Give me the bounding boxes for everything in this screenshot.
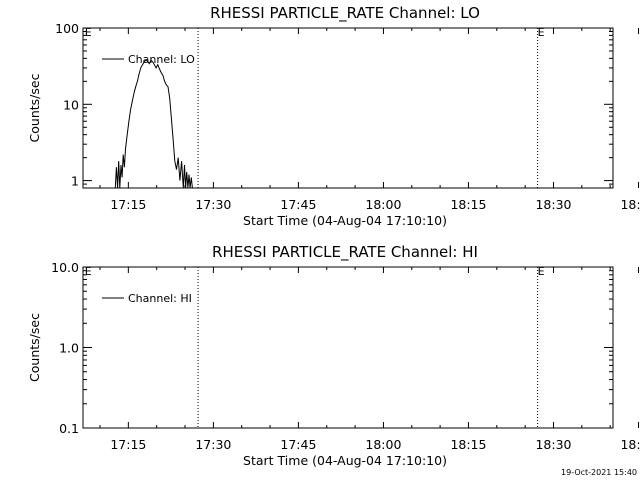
panel-2-x-tick-label: 18:30 (535, 437, 571, 452)
panel-2-y-tick-label: 10.0 (51, 260, 79, 275)
panel-2-x-tick-label: 17:30 (195, 437, 231, 452)
panel-2-event-marker: E (538, 265, 545, 278)
panel-2-x-axis-label: Start Time (04-Aug-04 17:10:10) (243, 453, 447, 468)
footer-timestamp: 19-Oct-2021 15:40 (561, 468, 637, 477)
panel-2-y-tick-label: 1.0 (59, 341, 79, 356)
panel-2-y-tick-label: 0.1 (59, 421, 79, 436)
panel-1-plot-frame (82, 27, 614, 189)
panel-1-x-tick-label: 17:45 (280, 197, 316, 212)
panel-1-title: RHESSI PARTICLE_RATE Channel: LO (210, 4, 480, 23)
panel-1-legend-label: Channel: LO (128, 53, 195, 66)
panel-1-x-tick-label: 17:15 (110, 197, 146, 212)
panel-1-series-line (114, 59, 194, 189)
panel-2-y-axis-label: Counts/sec (27, 313, 42, 382)
panel-1-y-tick-label: 1 (71, 174, 79, 189)
panel-2-x-tick-label: 17:45 (280, 437, 316, 452)
panel-2-title: RHESSI PARTICLE_RATE Channel: HI (212, 243, 478, 262)
panel-2-x-tick-label: 17:15 (110, 437, 146, 452)
panel-2-x-tick-label: 18:45 (620, 437, 640, 452)
panel-2-legend-label: Channel: HI (128, 292, 192, 305)
panel-1-x-tick-label: 18:15 (450, 197, 486, 212)
panel-1-x-tick-label: 18:00 (365, 197, 401, 212)
panel-1-event-marker: E (538, 26, 545, 39)
panel-1-y-axis-label: Counts/sec (27, 73, 42, 142)
panel-2-x-tick-label: 18:00 (365, 437, 401, 452)
panel-2-event-marker: E (85, 265, 92, 278)
panel-2-x-tick-label: 18:15 (450, 437, 486, 452)
panel-1-x-tick-label: 18:30 (535, 197, 571, 212)
panel-1-x-axis-label: Start Time (04-Aug-04 17:10:10) (243, 213, 447, 228)
panel-1-y-tick-label: 10 (63, 97, 79, 112)
panel-1-x-tick-label: 18:45 (620, 197, 640, 212)
panel-1-y-tick-label: 100 (55, 21, 79, 36)
panel-1-event-marker: E (85, 26, 92, 39)
panel-1-x-tick-label: 17:30 (195, 197, 231, 212)
